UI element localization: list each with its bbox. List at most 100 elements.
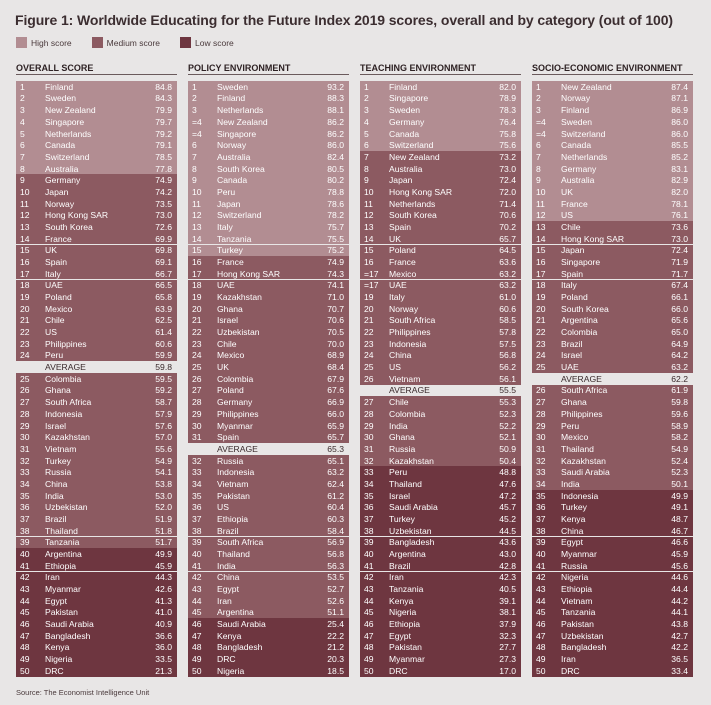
table-row: 49 DRC 20.3 bbox=[188, 653, 349, 665]
score-cell: 56.9 bbox=[327, 537, 344, 548]
table-row: 26 South Africa 61.9 bbox=[532, 384, 693, 397]
score-cell: 50.4 bbox=[499, 455, 516, 466]
score-cell: 85.5 bbox=[671, 140, 688, 151]
country-cell: Egypt bbox=[561, 537, 583, 548]
column-heading-overall: OVERALL SCORE bbox=[16, 63, 94, 73]
country-cell: China bbox=[561, 525, 584, 536]
rank-cell: 10 bbox=[20, 186, 30, 197]
score-cell: 75.2 bbox=[327, 245, 344, 256]
table-row: 4 Germany 76.4 bbox=[360, 116, 521, 128]
rank-cell: 11 bbox=[536, 198, 545, 209]
country-cell: Myanmar bbox=[45, 584, 81, 595]
rank-cell: 19 bbox=[536, 292, 546, 303]
table-row: 22 Uzbekistan 70.5 bbox=[188, 326, 349, 338]
rank-cell: 28 bbox=[20, 408, 30, 419]
table-row: 30 Ghana 52.1 bbox=[360, 431, 521, 443]
table-row: 9 Germany 74.9 bbox=[16, 174, 177, 187]
country-cell: Israel bbox=[45, 420, 67, 431]
table-row: 47 Uzbekistan 42.7 bbox=[532, 629, 693, 642]
rank-cell: 8 bbox=[364, 163, 369, 174]
legend-item-high: High score bbox=[16, 37, 72, 48]
rank-cell: 47 bbox=[364, 630, 374, 641]
score-cell: 74.9 bbox=[327, 256, 344, 267]
table-row: 22 Colombia 65.0 bbox=[532, 326, 693, 338]
rank-cell: 15 bbox=[364, 245, 374, 256]
country-cell: Singapore bbox=[561, 256, 601, 267]
score-cell: 86.9 bbox=[671, 105, 688, 116]
country-cell: US bbox=[561, 210, 573, 221]
country-cell: Mexico bbox=[561, 432, 589, 443]
rank-cell: 13 bbox=[536, 221, 546, 232]
score-cell: 65.3 bbox=[327, 443, 344, 454]
score-cell: 56.8 bbox=[499, 350, 516, 361]
table-row: 21 South Africa 58.5 bbox=[360, 314, 521, 327]
score-cell: 62.5 bbox=[155, 315, 172, 326]
score-cell: 70.7 bbox=[327, 303, 344, 314]
country-cell: Sweden bbox=[45, 93, 77, 104]
score-cell: 73.5 bbox=[155, 198, 172, 209]
country-cell: Argentina bbox=[561, 315, 598, 326]
score-cell: 44.4 bbox=[671, 584, 688, 595]
country-cell: Russia bbox=[389, 443, 416, 454]
table-row: =4 Singapore 86.2 bbox=[188, 127, 349, 140]
column-heading-policy: POLICY ENVIRONMENT bbox=[188, 63, 291, 73]
rank-cell: 7 bbox=[364, 151, 369, 162]
table-row: 14 Hong Kong SAR 73.0 bbox=[532, 232, 693, 245]
rank-cell: 41 bbox=[192, 560, 202, 571]
score-cell: 82.0 bbox=[499, 81, 516, 92]
table-row: 20 South Korea 66.0 bbox=[532, 302, 693, 315]
rank-cell: 20 bbox=[536, 303, 546, 314]
table-row: 6 Switzerland 75.6 bbox=[360, 139, 521, 151]
country-cell: US bbox=[45, 327, 57, 338]
table-row: 1 Sweden 93.2 bbox=[188, 81, 349, 93]
country-cell: Turkey bbox=[561, 502, 587, 513]
rank-cell: 4 bbox=[364, 116, 369, 127]
rank-cell: 2 bbox=[536, 93, 541, 104]
score-cell: 71.7 bbox=[671, 268, 688, 279]
country-cell: US bbox=[217, 502, 229, 513]
table-row: 38 China 46.7 bbox=[532, 524, 693, 537]
rank-cell: 6 bbox=[364, 140, 369, 151]
rank-cell: 36 bbox=[364, 502, 374, 513]
rank-cell: 30 bbox=[20, 432, 30, 443]
table-row: 31 Thailand 54.9 bbox=[532, 443, 693, 455]
rank-cell: 24 bbox=[536, 350, 546, 361]
score-cell: 49.1 bbox=[671, 502, 688, 513]
score-cell: 51.7 bbox=[155, 537, 172, 548]
country-cell: UK bbox=[45, 245, 57, 256]
table-row: 6 Canada 85.5 bbox=[532, 139, 693, 151]
country-cell: India bbox=[561, 478, 580, 489]
country-cell: Myanmar bbox=[217, 420, 253, 431]
table-row: 29 Peru 58.9 bbox=[532, 419, 693, 432]
score-cell: 71.4 bbox=[499, 198, 516, 209]
rank-cell: 18 bbox=[20, 280, 30, 291]
rank-cell: 34 bbox=[192, 478, 202, 489]
country-cell: Norway bbox=[389, 303, 419, 314]
rank-cell: 21 bbox=[536, 315, 546, 326]
country-cell: Kenya bbox=[45, 642, 70, 653]
rank-cell: 50 bbox=[364, 665, 374, 676]
rank-cell: 30 bbox=[536, 432, 546, 443]
table-row: 44 Vietnam 44.2 bbox=[532, 594, 693, 607]
score-cell: 52.2 bbox=[499, 420, 516, 431]
score-cell: 73.0 bbox=[671, 233, 688, 244]
rank-cell: 3 bbox=[20, 105, 25, 116]
score-cell: 65.1 bbox=[327, 455, 344, 466]
rank-cell: 35 bbox=[364, 490, 374, 501]
score-cell: 69.1 bbox=[155, 256, 172, 267]
country-cell: Nigeria bbox=[45, 654, 73, 665]
table-row: 37 Turkey 45.2 bbox=[360, 513, 521, 525]
country-cell: Colombia bbox=[561, 327, 598, 338]
table-row: 39 Egypt 46.6 bbox=[532, 536, 693, 549]
table-row: 35 India 53.0 bbox=[16, 489, 177, 502]
score-cell: 49.9 bbox=[155, 548, 172, 559]
rank-cell: 9 bbox=[364, 175, 369, 186]
rank-cell: 10 bbox=[536, 186, 546, 197]
rank-cell: 3 bbox=[536, 105, 541, 116]
table-row: 35 Israel 47.2 bbox=[360, 489, 521, 502]
score-cell: 33.5 bbox=[155, 654, 172, 665]
score-cell: 65.7 bbox=[327, 432, 344, 443]
table-row: 23 Philippines 60.6 bbox=[16, 337, 177, 350]
score-cell: 45.9 bbox=[155, 560, 172, 571]
table-row: 42 Iran 42.3 bbox=[360, 571, 521, 584]
